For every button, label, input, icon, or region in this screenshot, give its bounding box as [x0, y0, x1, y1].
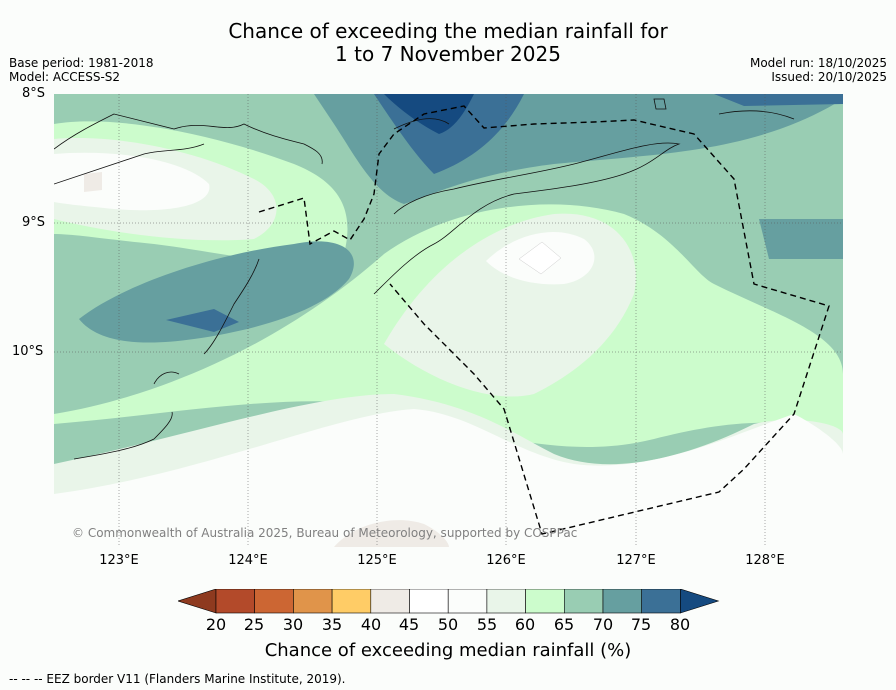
- colorbar-tick-55: 55: [476, 615, 498, 634]
- colorbar-tick-75: 75: [630, 615, 652, 634]
- coast-flores: [54, 113, 323, 165]
- contour-70-75-east: [759, 219, 843, 259]
- coastlines: [54, 98, 795, 460]
- colorbar-segment: [486, 589, 526, 614]
- coast-wetar: [393, 118, 450, 130]
- colorbar-title: Chance of exceeding median rainfall (%): [264, 640, 632, 661]
- colorbar-segment: [370, 589, 410, 614]
- lon-label-128e: 128°E: [745, 553, 785, 568]
- colorbar-segment: [641, 589, 681, 614]
- colorbar-tick-40: 40: [360, 615, 382, 634]
- colorbar-segment: [293, 589, 333, 614]
- title-line-1: Chance of exceeding the median rainfall …: [228, 19, 668, 43]
- lon-label-125e: 125°E: [357, 553, 397, 568]
- colorbar: [178, 589, 720, 614]
- colorbar-segment: [525, 589, 565, 614]
- contour-40-45-south: [334, 520, 449, 547]
- coast-tanimbar: [718, 110, 795, 120]
- contour-50-55-south: [54, 409, 843, 547]
- colorbar-segment: [447, 589, 488, 614]
- copyright-text: © Commonwealth of Australia 2025, Bureau…: [72, 526, 577, 540]
- contour-75-80-west: [166, 309, 239, 332]
- colorbar-tick-50: 50: [437, 615, 459, 634]
- coast-timor: [373, 142, 681, 295]
- colorbar-segment: [563, 589, 604, 614]
- contour-40-45-nw: [84, 172, 102, 192]
- eez-footnote: -- -- -- EEZ border V11 (Flanders Marine…: [9, 672, 346, 686]
- colorbar-segment: [215, 589, 256, 614]
- colorbar-segment: [331, 589, 372, 614]
- lon-label-126e: 126°E: [486, 553, 526, 568]
- base-period: Base period: 1981-2018: [9, 56, 154, 70]
- colorbar-segment: [409, 589, 449, 614]
- lat-label-9s: 9°S: [22, 215, 46, 230]
- colorbar-tick-45: 45: [398, 615, 420, 634]
- colorbar-over-arrow: [680, 589, 720, 614]
- colorbar-tick-70: 70: [592, 615, 614, 634]
- lat-label-8s: 8°S: [22, 86, 46, 101]
- colorbar-tick-80: 80: [669, 615, 691, 634]
- title-line-2: 1 to 7 November 2025: [335, 42, 561, 66]
- lat-label-10s: 10°S: [12, 344, 44, 359]
- lon-label-123e: 123°E: [99, 553, 139, 568]
- eez-border-line: [258, 105, 830, 535]
- rainfall-map: © Commonwealth of Australia 2025, Bureau…: [54, 94, 843, 547]
- meta-left: Base period: 1981-2018 Model: ACCESS-S2: [9, 56, 154, 84]
- contour-45-50-central: [518, 241, 562, 275]
- coast-flores-south: [54, 143, 205, 185]
- map-title: Chance of exceeding the median rainfall …: [0, 20, 896, 66]
- contour-75-80-ne: [714, 94, 843, 106]
- colorbar-tick-35: 35: [321, 615, 343, 634]
- contour-50-55-nw: [54, 152, 210, 211]
- colorbar-tick-60: 60: [514, 615, 536, 634]
- coast-sumba-east: [203, 258, 260, 355]
- colorbar-tick-25: 25: [243, 615, 265, 634]
- contour-70-75-west: [79, 241, 354, 343]
- model-name: Model: ACCESS-S2: [9, 70, 121, 84]
- colorbar-tick-30: 30: [282, 615, 304, 634]
- contour-80-north: [384, 94, 474, 134]
- colorbar-tick-65: 65: [553, 615, 575, 634]
- lon-label-127e: 127°E: [616, 553, 656, 568]
- coast-sawu: [73, 411, 173, 460]
- lon-label-124e: 124°E: [228, 553, 268, 568]
- colorbar-tick-20: 20: [205, 615, 227, 634]
- meta-right: Model run: 18/10/2025 Issued: 20/10/2025: [750, 56, 887, 84]
- model-run: Model run: 18/10/2025: [749, 56, 887, 70]
- colorbar-segment: [254, 589, 294, 614]
- colorbar-under-arrow: [178, 589, 217, 614]
- issued-date: Issued: 20/10/2025: [771, 70, 887, 84]
- colorbar-segment: [602, 589, 643, 614]
- coast-island-1: [153, 371, 180, 385]
- eez-border: [258, 105, 830, 535]
- coast-island-2: [653, 98, 667, 110]
